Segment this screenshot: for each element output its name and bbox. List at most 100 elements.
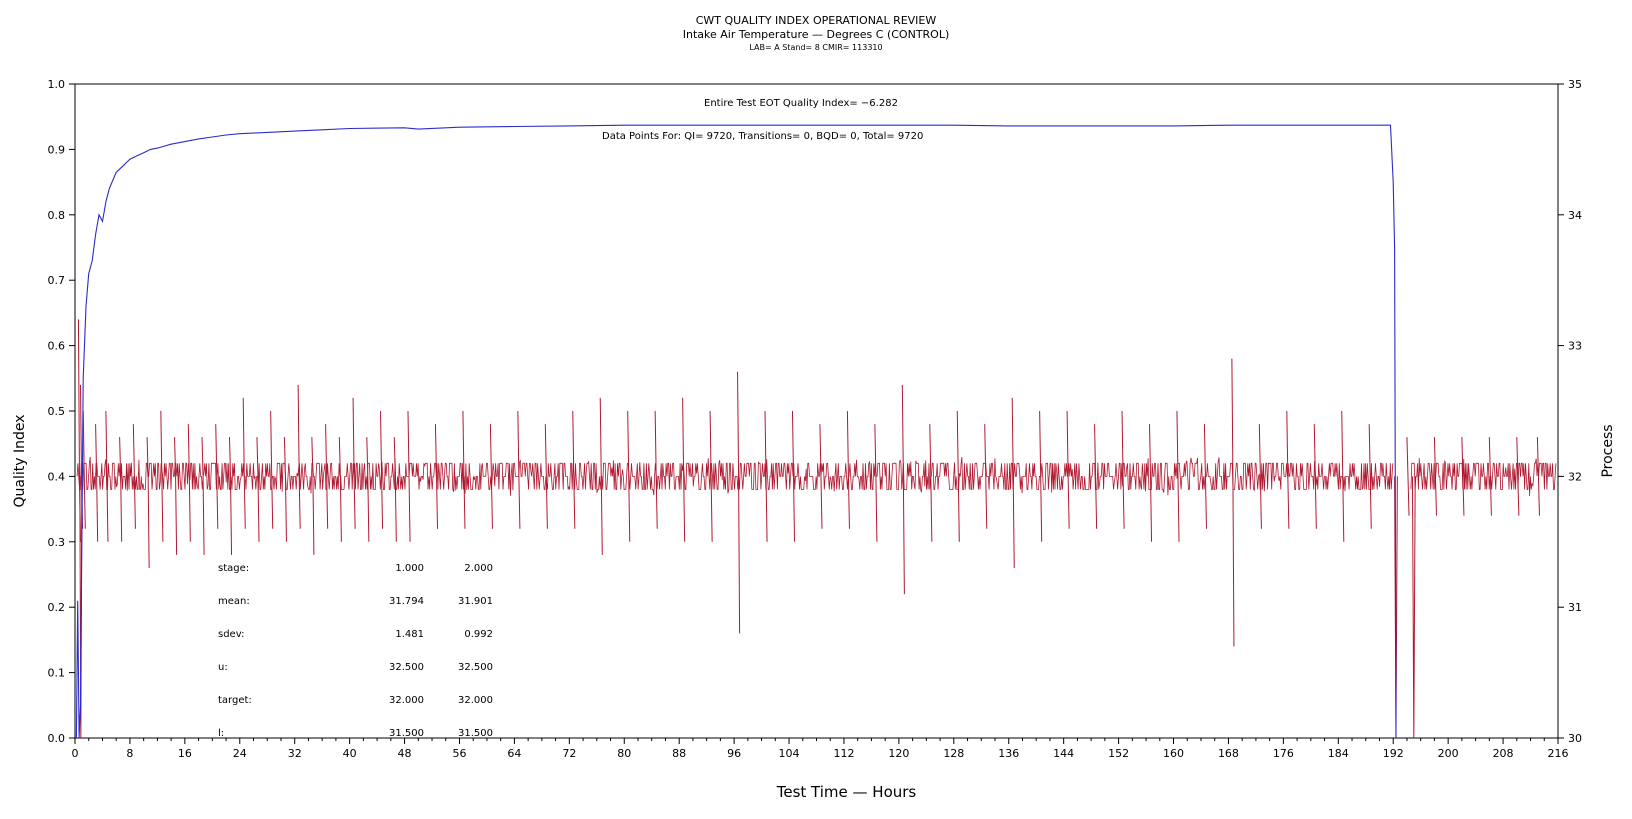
y-tick-label: 0.6 (48, 340, 66, 353)
process-spike-low (1150, 476, 1153, 542)
x-tick-label: 168 (1218, 747, 1239, 760)
y-tick-label: 0.5 (48, 405, 66, 418)
x-tick-label: 176 (1273, 747, 1294, 760)
x-tick-label: 216 (1548, 747, 1569, 760)
x-tick-label: 120 (888, 747, 909, 760)
chart-title: CWT QUALITY INDEX OPERATIONAL REVIEW (695, 14, 937, 27)
y-tick-label: 0.0 (48, 732, 66, 745)
process-spike-low (216, 476, 219, 529)
process-spike-high (407, 410, 410, 477)
process-spike-low (120, 476, 123, 542)
process-spike-high (174, 437, 177, 477)
process-spike-low (1314, 476, 1317, 529)
process-spike-low (1517, 476, 1520, 516)
process-spike-low (957, 476, 960, 542)
process-spike-low (600, 476, 603, 555)
process-spike-low (1204, 476, 1207, 529)
process-spike-high (1341, 410, 1344, 477)
process-spike-high (1536, 437, 1539, 477)
process-spike-low (683, 476, 686, 542)
process-spike-high (572, 410, 575, 477)
process-spike-low (1012, 476, 1015, 568)
x-tick-label: 0 (72, 747, 79, 760)
process-spike-low (312, 476, 315, 555)
process-spike-high (352, 397, 355, 477)
process-spike-low (326, 476, 329, 529)
process-spike-high (132, 424, 135, 477)
chart-subtitle: Intake Air Temperature — Degrees C (CONT… (682, 28, 950, 41)
process-spike-low (710, 476, 713, 542)
process-spike-low (1067, 476, 1070, 529)
y2-axis-label: Process (1600, 424, 1616, 477)
process-spike-high (1286, 410, 1289, 477)
process-drop (1411, 476, 1416, 739)
x-tick-label: 64 (507, 747, 521, 760)
x-tick-label: 136 (998, 747, 1019, 760)
x-tick-label: 208 (1493, 747, 1514, 760)
process-spike-high (1488, 437, 1491, 477)
process-spike-high (901, 384, 904, 477)
process-spike-high (79, 384, 83, 477)
process-spike-high (1011, 397, 1014, 477)
y2-tick-label: 34 (1568, 209, 1582, 222)
process-spike-low (490, 476, 493, 529)
process-spike-high (215, 424, 218, 477)
process-spike-low (655, 476, 658, 529)
process-spike-high (366, 437, 369, 477)
process-spike-low (408, 476, 411, 542)
process-spike-low (284, 476, 287, 542)
chart-meta: LAB= A Stand= 8 CMIR= 113310 (749, 43, 883, 52)
process-spike-high (1039, 410, 1042, 477)
x-tick-label: 32 (288, 747, 302, 760)
process-spike-low (1462, 476, 1465, 516)
x-tick-label: 88 (672, 747, 686, 760)
process-spike-low (930, 476, 933, 542)
y-axis-label: Quality Index (12, 414, 28, 507)
process-spike-low (133, 476, 136, 529)
process-spike-high (283, 437, 286, 477)
process-spike-high (434, 424, 437, 477)
process-spike-low (1259, 476, 1262, 529)
process-spike-high (1433, 437, 1436, 477)
stats-value-stage2: 2.000 (464, 563, 493, 574)
x-tick-label: 16 (178, 747, 192, 760)
process-spike-low (367, 476, 370, 542)
process-spike-low (394, 476, 397, 542)
process-spike-high (187, 424, 190, 477)
process-spike-high (1461, 437, 1464, 477)
y-tick-label: 0.2 (48, 601, 66, 614)
stats-value-stage2: 32.000 (458, 695, 493, 706)
process-series (76, 319, 1557, 739)
process-spike-low (1232, 476, 1235, 647)
process-spike-low (96, 476, 99, 542)
process-spike-high (874, 424, 877, 477)
x-tick-label: 96 (727, 747, 741, 760)
stats-value-stage2: 31.901 (458, 596, 493, 607)
process-spike-high (242, 397, 245, 477)
y2-tick-label: 33 (1568, 340, 1582, 353)
process-spike-high (1148, 424, 1152, 477)
process-spike-low (875, 476, 878, 542)
x-tick-label: 8 (126, 747, 133, 760)
process-spike-high (682, 397, 685, 477)
plot-frame (74, 83, 1559, 739)
process-spike-high (654, 410, 657, 477)
stats-value-stage1: 1.481 (395, 629, 424, 640)
x-tick-label: 48 (398, 747, 412, 760)
process-spike-high (462, 410, 465, 477)
process-spike-low (463, 476, 466, 529)
x-tick-label: 80 (617, 747, 631, 760)
process-spike-low (243, 476, 246, 529)
process-spike-low (1095, 476, 1098, 529)
process-spike-low (271, 476, 274, 529)
process-spike-high (1406, 437, 1409, 477)
x-tick-label: 72 (562, 747, 576, 760)
process-spike-high (489, 424, 492, 477)
process-spike-low (820, 476, 823, 529)
process-spike-high (517, 410, 520, 477)
process-spike-high (791, 410, 794, 477)
process-band-line (76, 456, 1557, 497)
process-spike-low (1122, 476, 1125, 529)
process-spike-low (1407, 476, 1410, 516)
